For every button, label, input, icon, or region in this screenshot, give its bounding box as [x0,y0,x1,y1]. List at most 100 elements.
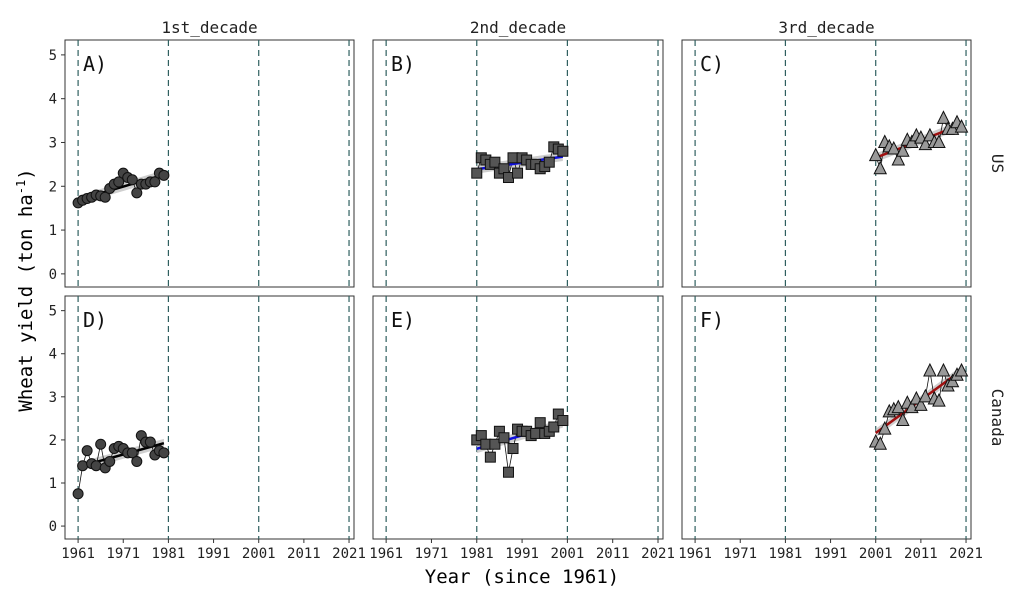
data-point [548,421,560,433]
data-point [131,455,143,467]
data-point [95,438,107,450]
data-point [72,488,84,500]
data-point [144,436,156,448]
data-point [954,362,969,377]
y-tick-label: 2 [49,433,57,449]
data-point [104,455,116,467]
data-point [530,427,542,439]
data-point [512,167,524,179]
data-point [113,176,125,188]
data-point [131,187,143,199]
data-point [896,143,910,157]
data-point [905,134,919,148]
facet-strip-row: Canada [988,389,1007,447]
y-tick-label: 4 [49,92,57,108]
x-tick-label: 1961 [61,546,95,562]
data-point [873,160,888,175]
x-tick-label: 2011 [904,546,938,562]
x-tick-label: 1961 [678,546,712,562]
data-point [149,176,161,188]
y-axis-title: Wheat yield (ton ha-1) [14,168,37,411]
data-point [502,172,514,184]
data-point [936,362,951,377]
panel-f: F) 1961 1971 1981 1991 2001 2011 2021 [678,295,983,562]
panel-border [681,295,972,540]
facet-strip-col: 2nd_decade [470,18,566,37]
data-point [126,447,138,459]
x-tick-label: 2001 [242,546,276,562]
data-point [507,443,519,455]
panel-border [372,295,664,540]
data-point [557,415,569,427]
x-tick-label: 2011 [596,546,630,562]
facet-strip-row: US [988,154,1007,173]
y-tick-label: 1 [49,476,57,492]
data-point [126,174,138,186]
y-tick-label: 5 [49,48,57,64]
panel-border [64,39,355,288]
panel-border [64,295,355,540]
data-point [557,145,569,157]
x-tick-label: 2021 [949,546,983,562]
panel-d: D) 0 1 2 3 4 5 1961 1971 1981 1991 2001 2011 2021 [49,295,366,562]
x-tick-label: 1971 [415,546,449,562]
panel-a: A) 0 1 2 3 4 5 [49,39,355,288]
panel-e: E) 1961 1971 1981 1991 2001 2011 2021 [369,295,675,562]
y-tick-label: 0 [49,267,57,283]
panel-label: F) [700,308,724,332]
data-point [891,151,906,166]
data-point [896,412,910,427]
panel-label: B) [391,52,415,76]
x-tick-label: 1991 [197,546,231,562]
y-tick-label: 2 [49,179,57,195]
data-point [498,432,510,444]
data-point [954,119,969,133]
data-point [90,460,102,472]
data-point [99,191,111,203]
data-point [873,436,888,450]
x-axis-title: Year (since 1961) [425,566,619,588]
panel-label: E) [391,308,415,332]
panel-label: C) [700,52,724,76]
data-point [158,447,170,459]
data-point [502,466,514,478]
y-tick-label: 4 [49,347,57,363]
data-point [886,140,901,155]
data-point [471,167,483,179]
panel-label: A) [83,52,107,76]
data-point [534,417,546,429]
x-tick-label: 1971 [723,546,757,562]
panel-border [681,39,972,288]
data-point [914,397,928,411]
x-tick-label: 1971 [106,546,140,562]
x-tick-label: 2011 [287,546,321,562]
data-point [932,393,946,407]
data-point [507,152,519,164]
x-tick-label: 1991 [505,546,539,562]
x-tick-label: 2001 [859,546,893,562]
x-tick-label: 2001 [551,546,585,562]
x-tick-label: 1991 [814,546,848,562]
data-point [77,460,89,472]
data-point [868,147,883,162]
data-point [480,438,492,450]
y-tick-label: 5 [49,304,57,320]
data-point [936,110,951,124]
data-point [158,169,170,181]
x-tick-label: 1981 [769,546,803,562]
y-tick-label: 3 [49,390,57,406]
data-point [81,445,93,457]
y-tick-label: 3 [49,135,57,151]
data-point [932,134,946,148]
x-tick-label: 2021 [641,546,675,562]
panel-label: D) [83,308,107,332]
data-point [877,421,892,435]
x-tick-label: 1981 [460,546,494,562]
data-point [543,156,555,168]
x-tick-label: 1961 [369,546,403,562]
x-tick-label: 2021 [332,546,366,562]
data-point [489,438,501,450]
data-point [484,451,496,463]
panel-b: B) [372,39,664,288]
